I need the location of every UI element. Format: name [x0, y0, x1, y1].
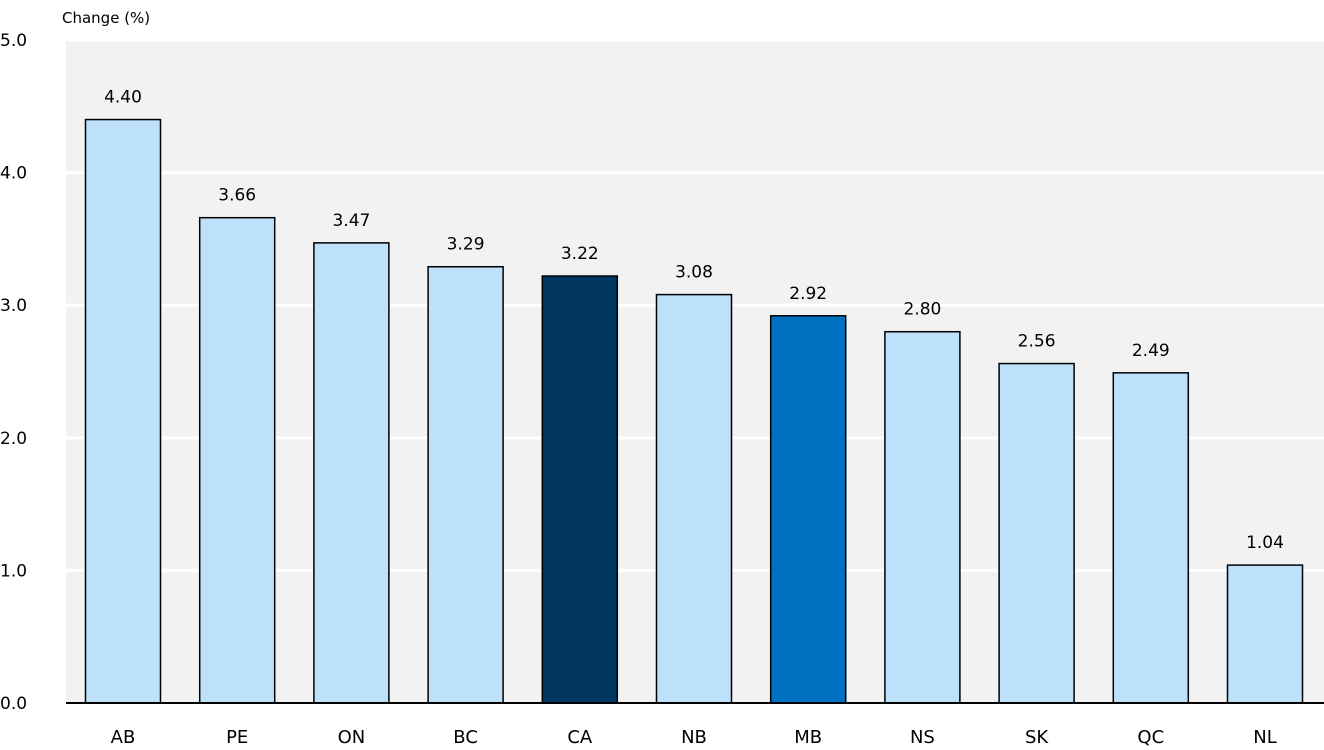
y-tick-label: 4.0 — [0, 164, 27, 184]
bar-on — [313, 242, 390, 704]
y-axis-tick-labels: 0.0 1.0 2.0 3.0 4.0 5.0 — [0, 31, 27, 714]
bar-sk — [998, 362, 1075, 704]
data-label: 2.56 — [1018, 332, 1056, 352]
x-tick-label: AB — [111, 727, 136, 748]
bar-qc — [1112, 372, 1190, 704]
bar-pe — [198, 216, 276, 704]
x-tick-label: MB — [794, 727, 822, 748]
y-tick-label: 3.0 — [0, 296, 27, 316]
y-tick-label: 1.0 — [0, 561, 27, 581]
data-label: 3.22 — [561, 244, 599, 264]
y-axis-label: Change (%) — [62, 9, 150, 27]
x-tick-label: CA — [567, 727, 593, 748]
bars — [84, 118, 1304, 704]
data-label: 4.40 — [104, 88, 142, 108]
bar-ca — [541, 275, 619, 704]
y-tick-label: 2.0 — [0, 429, 27, 449]
x-tick-label: QC — [1137, 727, 1164, 748]
data-label: 3.29 — [447, 235, 485, 255]
data-labels: 4.40 3.66 3.47 3.29 3.22 3.08 2.92 2.80 2.56 2.49… — [104, 88, 1284, 554]
data-label: 1.04 — [1246, 533, 1284, 553]
data-label: 3.66 — [218, 186, 256, 206]
data-label: 2.80 — [903, 300, 941, 320]
x-tick-label: SK — [1025, 727, 1049, 748]
x-tick-label: NS — [910, 727, 935, 748]
y-tick-label: 5.0 — [0, 31, 27, 51]
bar-ns — [884, 330, 961, 704]
data-label: 3.47 — [332, 211, 370, 231]
x-tick-label: BC — [453, 727, 478, 748]
data-label: 2.92 — [789, 284, 827, 304]
y-tick-label: 0.0 — [0, 694, 27, 714]
bar-nl — [1226, 564, 1304, 704]
x-axis-tick-labels: AB PE ON BC CA NB MB NS SK QC NL — [111, 727, 1277, 748]
data-label: 2.49 — [1132, 341, 1170, 361]
data-label: 3.08 — [675, 263, 713, 283]
bar-mb — [769, 315, 847, 704]
bar-bc — [427, 265, 504, 704]
x-tick-label: NB — [681, 727, 707, 748]
x-tick-label: ON — [338, 727, 366, 748]
x-tick-label: NL — [1253, 727, 1277, 748]
bar-nb — [655, 293, 733, 704]
bar-ab — [84, 118, 162, 704]
x-tick-label: PE — [226, 727, 248, 748]
